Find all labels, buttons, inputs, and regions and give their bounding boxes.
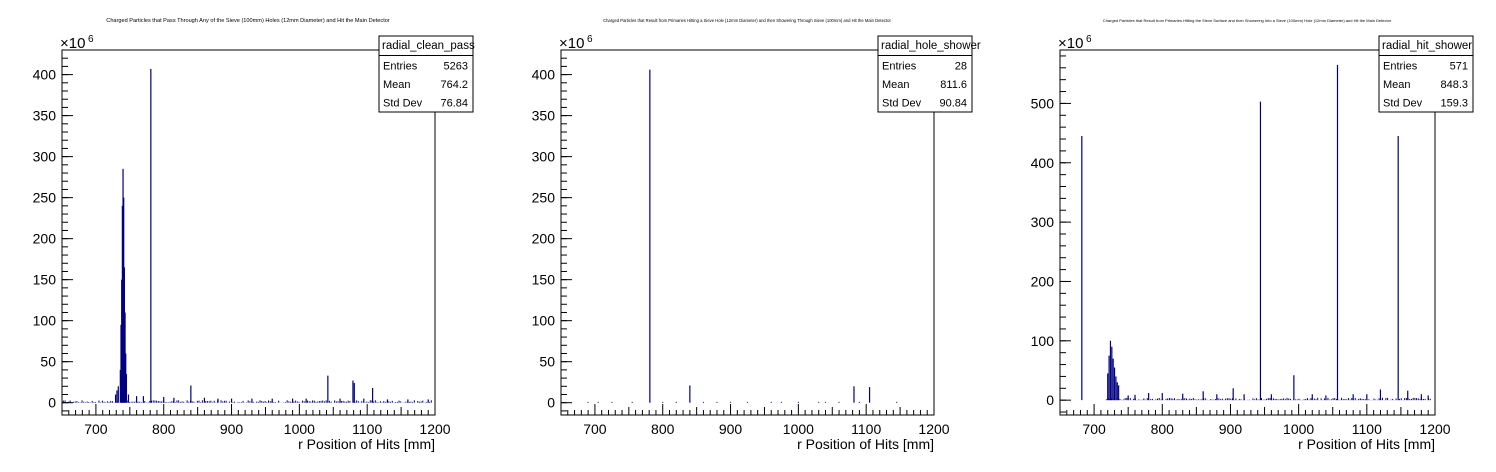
histogram-panel-radial-clean-pass: Charged Particles that Pass Through Any … <box>33 18 475 452</box>
histogram-panel-radial-hit-shower: Charged Particles that Result from Prima… <box>1031 18 1474 452</box>
y-tick-label: 100 <box>33 313 57 329</box>
x-tick-label: 1000 <box>284 421 315 437</box>
x-tick-label: 1000 <box>783 421 814 437</box>
y-tick-label: 400 <box>532 67 556 83</box>
y-tick-label: 100 <box>1031 333 1055 349</box>
y-tick-label: 400 <box>33 67 57 83</box>
stats-label: Mean <box>1383 79 1411 91</box>
stats-label: Std Dev <box>1383 98 1423 110</box>
stats-name: radial_hit_shower <box>1382 40 1472 52</box>
stats-name: radial_hole_shower <box>881 40 981 52</box>
x-tick-label: 700 <box>583 421 607 437</box>
y-tick-label: 300 <box>1031 214 1055 230</box>
y-tick-label: 100 <box>532 313 556 329</box>
stats-box <box>877 35 973 113</box>
y-tick-label: 0 <box>547 395 555 411</box>
stats-label: Mean <box>383 79 411 91</box>
stats-value: 76.84 <box>440 98 468 110</box>
x-tick-label: 1200 <box>1419 421 1450 437</box>
histogram-panel-radial-hole-shower: Charged Particles that Result from Prima… <box>532 18 981 452</box>
stats-value: 5263 <box>444 61 468 73</box>
y-tick-label: 0 <box>48 395 56 411</box>
plot-frame <box>1059 49 1436 416</box>
chart-title: Charged Particles that Result from Prima… <box>603 18 891 23</box>
stats-box <box>1378 35 1474 113</box>
x-tick-label: 700 <box>84 421 108 437</box>
y-tick-label: 350 <box>33 108 57 124</box>
stats-box <box>378 35 474 113</box>
y-tick-label: 300 <box>33 149 57 165</box>
x-tick-label: 1000 <box>1283 421 1314 437</box>
y-tick-label: 0 <box>1046 392 1054 408</box>
x-tick-label: 900 <box>220 421 244 437</box>
y-tick-label: 150 <box>532 272 556 288</box>
stats-label: Entries <box>383 61 418 73</box>
x-tick-label: 1100 <box>352 421 382 437</box>
stats-value: 764.2 <box>440 79 468 91</box>
y-tick-label: 400 <box>1031 155 1055 171</box>
chart-title: Charged Particles that Pass Through Any … <box>106 18 390 24</box>
y-axis-multiplier: ×10 <box>559 35 584 52</box>
plot-frame <box>560 49 935 416</box>
plot-frame <box>61 49 436 416</box>
y-axis-multiplier: ×10 <box>60 35 85 52</box>
y-tick-label: 500 <box>1031 95 1055 111</box>
x-tick-label: 800 <box>651 421 675 437</box>
stats-value: 571 <box>1450 61 1468 73</box>
x-axis-label: r Position of Hits [mm] <box>298 436 435 452</box>
y-tick-label: 200 <box>532 231 556 247</box>
x-tick-label: 1100 <box>1352 421 1382 437</box>
y-tick-label: 50 <box>40 354 56 370</box>
y-axis-multiplier: ×10 <box>1058 35 1083 52</box>
x-tick-label: 1100 <box>851 421 881 437</box>
stats-value: 811.6 <box>940 79 967 91</box>
stats-name: radial_clean_pass <box>382 40 475 52</box>
y-tick-label: 200 <box>33 231 57 247</box>
stats-value: 848.3 <box>1440 79 1468 91</box>
y-tick-label: 300 <box>532 149 556 165</box>
stats-value: 28 <box>955 61 967 73</box>
y-tick-label: 350 <box>532 108 556 124</box>
y-tick-label: 200 <box>1031 273 1055 289</box>
stats-label: Mean <box>882 79 910 91</box>
x-tick-label: 900 <box>1219 421 1243 437</box>
x-axis-label: r Position of Hits [mm] <box>1298 436 1435 452</box>
stats-value: 159.3 <box>1440 98 1468 110</box>
stats-value: 90.84 <box>939 98 967 110</box>
stats-label: Std Dev <box>383 98 423 110</box>
y-axis-multiplier-exponent: 6 <box>88 34 94 45</box>
y-axis-multiplier-exponent: 6 <box>587 34 593 45</box>
y-tick-label: 50 <box>539 354 555 370</box>
stats-label: Entries <box>882 61 917 73</box>
y-tick-label: 150 <box>33 272 57 288</box>
x-tick-label: 700 <box>1082 421 1106 437</box>
y-axis-multiplier-exponent: 6 <box>1086 34 1092 45</box>
x-tick-label: 1200 <box>419 421 450 437</box>
stats-label: Std Dev <box>882 98 922 110</box>
stats-label: Entries <box>1383 61 1418 73</box>
y-tick-label: 250 <box>33 190 57 206</box>
x-tick-label: 1200 <box>918 421 949 437</box>
chart-title: Charged Particles that Result from Prima… <box>1103 18 1392 23</box>
x-axis-label: r Position of Hits [mm] <box>797 436 934 452</box>
x-tick-label: 800 <box>1151 421 1175 437</box>
y-tick-label: 250 <box>532 190 556 206</box>
x-tick-label: 900 <box>719 421 743 437</box>
x-tick-label: 800 <box>152 421 176 437</box>
